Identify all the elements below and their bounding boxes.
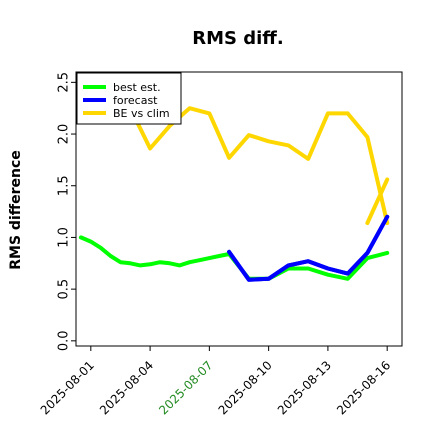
series-layer — [78, 106, 390, 282]
y-tick-label: 2.5 — [57, 72, 72, 93]
series-line-be-vs-clim — [128, 106, 390, 225]
x-tick-label: 2025-08-04 — [97, 358, 156, 417]
plot-frame — [75, 71, 403, 347]
x-axis: 2025-08-01 2025-08-04 2025-08-07 2025-08-10… — [38, 346, 393, 417]
x-tick-label: 2025-08-16 — [334, 358, 393, 417]
x-tick-label: 2025-08-10 — [216, 358, 275, 417]
x-tick-label: 2025-08-07 — [156, 358, 215, 417]
y-tick-label: 2.0 — [57, 124, 72, 145]
legend: best est. forecast BE vs clim — [76, 72, 182, 125]
chart-title: RMS diff. — [192, 28, 283, 49]
y-tick-label: 1.0 — [57, 227, 72, 248]
y-tick-label: 0.0 — [57, 330, 72, 351]
y-axis-label: RMS difference — [8, 150, 24, 270]
x-tick-label: 2025-08-01 — [38, 358, 97, 417]
x-tick-label: 2025-08-13 — [275, 358, 334, 417]
y-tick-label: 0.5 — [57, 279, 72, 300]
legend-label-forecast: forecast — [113, 94, 158, 107]
y-axis: 0.0 0.5 1.0 1.5 2.0 2.5 — [57, 72, 76, 351]
y-tick-label: 1.5 — [57, 175, 72, 196]
series-line-be-vs-clim-tail — [365, 177, 390, 225]
legend-label-best-est: best est. — [113, 81, 161, 94]
legend-label-be-vs-clim: BE vs clim — [113, 107, 170, 120]
series-line-best-est — [78, 235, 390, 281]
series-line-forecast-front — [227, 214, 390, 282]
